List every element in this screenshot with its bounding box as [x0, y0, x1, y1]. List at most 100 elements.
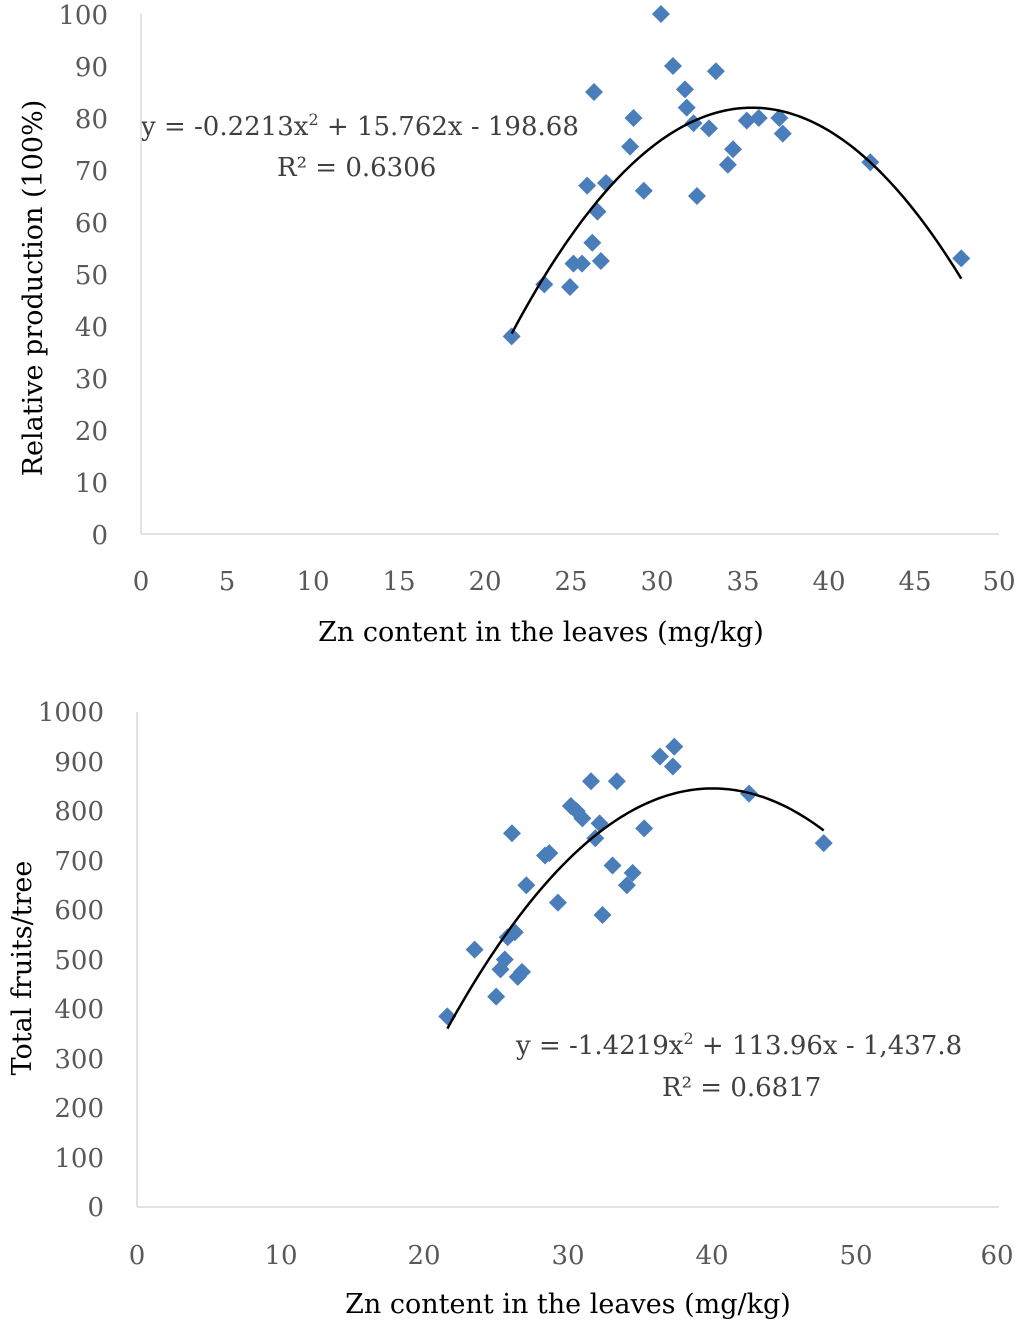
data-point-marker: [770, 109, 789, 127]
data-point-marker: [593, 905, 612, 924]
data-point-marker: [651, 5, 670, 23]
chart-total-fruits: 0 100 200 300 400 500 600 700 800 900 10…: [7, 698, 1014, 1320]
trendline-equation: y = -1.4219x2 + 113.96x - 1,437.8: [515, 1029, 962, 1061]
x-tick-label: 35: [726, 567, 759, 597]
data-point-marker: [540, 844, 559, 863]
data-point-marker: [513, 962, 532, 981]
plot-area-1: [140, 5, 999, 535]
x-tick-label: 5: [219, 567, 236, 597]
x-tick-label: 40: [812, 567, 845, 597]
x-tick-labels: 0 5 10 15 20 25 30 35 40 45 50: [133, 567, 1016, 597]
x-axis-title: Zn content in the leaves (mg/kg): [318, 617, 764, 648]
y-tick-labels: 0 10 20 30 40 50 60 70 80 90 100: [58, 1, 108, 551]
data-point-marker: [665, 737, 684, 756]
polynomial-trendline: [446, 787, 825, 1030]
x-tick-label: 50: [839, 1241, 872, 1271]
r-squared-label: R² = 0.6306: [277, 153, 436, 183]
equation-exponent: 2: [308, 110, 318, 129]
x-tick-label: 60: [980, 1241, 1013, 1271]
data-point-marker: [621, 137, 640, 156]
data-point-marker: [724, 140, 743, 159]
y-tick-label: 100: [58, 1, 108, 31]
data-point-marker: [677, 98, 696, 117]
y-tick-label: 0: [87, 1193, 104, 1223]
data-point-marker: [952, 249, 971, 268]
x-tick-label: 0: [133, 567, 150, 597]
data-point-marker: [573, 254, 592, 273]
data-point-marker: [635, 819, 654, 838]
data-point-marker: [607, 772, 626, 791]
data-point-marker: [624, 109, 643, 127]
y-tick-label: 300: [54, 1045, 104, 1075]
data-point-marker: [663, 757, 682, 776]
data-point-marker: [465, 940, 484, 959]
x-tick-label: 0: [129, 1241, 146, 1271]
data-point-marker: [578, 176, 597, 195]
x-tick-label: 50: [982, 567, 1015, 597]
y-tick-label: 20: [75, 417, 108, 447]
x-tick-label: 10: [296, 567, 329, 597]
data-point-marker: [814, 834, 833, 853]
equation-tail: + 15.762x - 198.68: [319, 112, 579, 142]
data-point-marker: [687, 187, 706, 205]
y-tick-label: 1000: [38, 698, 104, 728]
data-point-marker: [502, 327, 521, 346]
x-tick-label: 20: [407, 1241, 440, 1271]
data-point-marker: [588, 202, 607, 221]
y-tick-label: 10: [75, 469, 108, 499]
data-point-marker: [663, 57, 682, 75]
data-point-marker: [617, 876, 636, 895]
y-tick-label: 500: [54, 946, 104, 976]
x-tick-label: 30: [640, 567, 673, 597]
y-tick-label: 900: [54, 748, 104, 778]
data-point-marker: [718, 155, 737, 174]
equation-main: y = -1.4219x: [515, 1031, 684, 1061]
data-point-marker: [517, 876, 536, 895]
data-point-marker: [623, 863, 642, 882]
data-point-marker: [548, 893, 567, 912]
y-tick-label: 60: [75, 209, 108, 239]
equation-main: y = -0.2213x: [140, 112, 309, 142]
y-tick-label: 50: [75, 261, 108, 291]
x-tick-labels: 0 10 20 30 40 50 60: [129, 1241, 1014, 1271]
y-tick-label: 90: [75, 53, 108, 83]
y-tick-label: 800: [54, 797, 104, 827]
data-point-marker: [495, 950, 514, 969]
y-tick-label: 80: [75, 105, 108, 135]
y-tick-label: 40: [75, 313, 108, 343]
x-tick-label: 25: [554, 567, 587, 597]
x-tick-label: 15: [382, 567, 415, 597]
data-point-marker: [699, 119, 718, 138]
data-point-marker: [561, 278, 579, 296]
y-tick-label: 700: [54, 847, 104, 877]
y-tick-label: 0: [91, 521, 108, 551]
x-axis-title: Zn content in the leaves (mg/kg): [345, 1289, 791, 1320]
r-squared-label: R² = 0.6817: [662, 1073, 821, 1103]
data-point-marker: [737, 111, 756, 130]
chart-relative-production: 0 10 20 30 40 50 60 70 80 90 100 0 5 10 …: [18, 1, 1016, 648]
data-point-marker: [675, 80, 694, 99]
plot-area-2: [136, 712, 999, 1208]
data-point-marker: [573, 809, 592, 828]
x-tick-label: 45: [898, 567, 931, 597]
y-tick-labels: 0 100 200 300 400 500 600 700 800 900 10…: [38, 698, 104, 1223]
x-tick-label: 20: [468, 567, 501, 597]
data-point-marker: [487, 987, 506, 1006]
y-tick-label: 70: [75, 157, 108, 187]
equation-exponent: 2: [683, 1029, 693, 1048]
equation-tail: + 113.96x - 1,437.8: [694, 1031, 963, 1061]
y-tick-label: 30: [75, 365, 108, 395]
x-tick-label: 30: [551, 1241, 584, 1271]
data-point-marker: [591, 252, 610, 270]
data-point-marker: [590, 814, 609, 833]
data-point-marker: [706, 62, 725, 81]
data-point-marker: [438, 1007, 457, 1026]
data-point-marker: [535, 275, 554, 294]
y-tick-label: 400: [54, 995, 104, 1025]
trendline-equation: y = -0.2213x2 + 15.762x - 198.68: [140, 110, 579, 142]
y-axis-title: Relative production (100%): [18, 100, 49, 477]
data-point-marker: [773, 124, 792, 143]
x-tick-label: 10: [264, 1241, 297, 1271]
